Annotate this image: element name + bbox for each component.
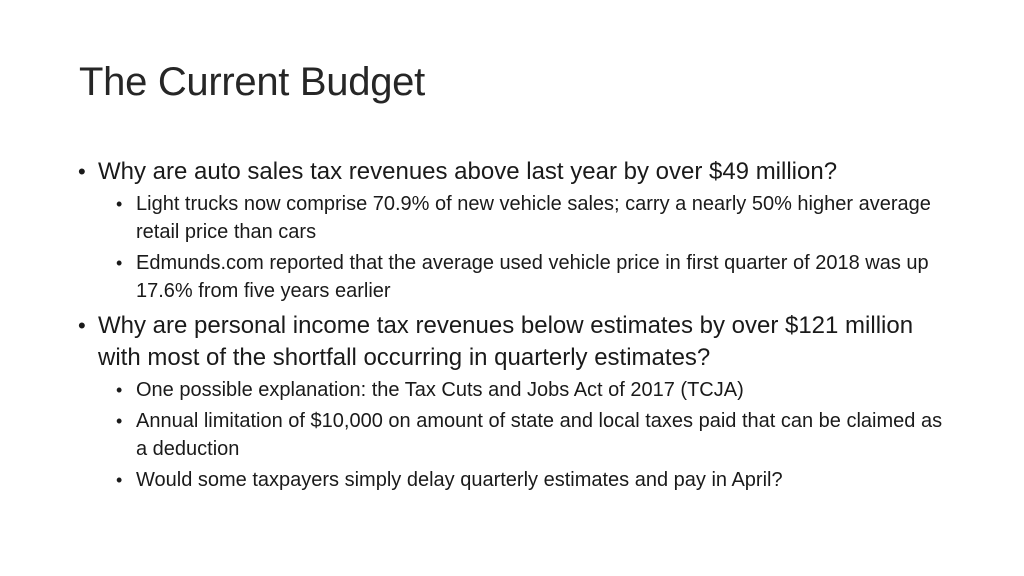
sub-bullet-icon: • [116,194,123,214]
sub-bullet-delay-estimates: • Would some taxpayers simply delay quar… [78,466,958,494]
sub-bullet-text: Annual limitation of $10,000 on amount o… [136,410,943,460]
bullet-text: Why are auto sales tax revenues above la… [98,158,838,185]
sub-bullet-text: One possible explanation: the Tax Cuts a… [136,379,744,401]
sub-bullet-icon: • [116,470,123,490]
sub-bullet-light-trucks: • Light trucks now comprise 70.9% of new… [78,190,958,246]
bullet-list: • Why are auto sales tax revenues above … [78,156,958,494]
sub-bullet-salt-limit: • Annual limitation of $10,000 on amount… [78,407,958,463]
sub-bullet-icon: • [116,253,123,273]
bullet-text: Why are personal income tax revenues bel… [98,312,914,371]
bullet-point-income-tax: • Why are personal income tax revenues b… [78,310,958,374]
sub-bullet-text: Edmunds.com reported that the average us… [136,252,929,302]
sub-bullet-edmunds: • Edmunds.com reported that the average … [78,249,958,305]
bullet-icon: • [78,313,86,338]
slide-title: The Current Budget [79,60,425,104]
sub-bullet-icon: • [116,380,123,400]
sub-bullet-text: Would some taxpayers simply delay quarte… [136,469,783,491]
bullet-point-auto-sales: • Why are auto sales tax revenues above … [78,156,958,188]
bullet-icon: • [78,159,86,184]
sub-bullet-icon: • [116,411,123,431]
sub-bullet-tcja: • One possible explanation: the Tax Cuts… [78,376,958,404]
sub-bullet-text: Light trucks now comprise 70.9% of new v… [136,193,931,243]
